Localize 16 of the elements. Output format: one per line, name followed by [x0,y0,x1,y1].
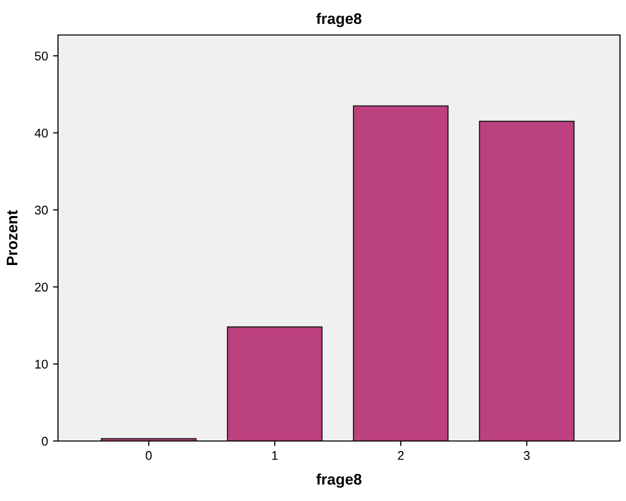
x-tick-label: 0 [146,451,152,460]
bar [226,326,323,441]
x-tick-label: 2 [398,451,404,460]
x-axis-title: frage8 [316,473,362,488]
y-tick-label: 20 [35,282,48,292]
y-tick-label: 10 [35,360,48,369]
y-tick-label: 40 [34,128,48,138]
x-tick-label: 3 [524,451,530,460]
bar [478,120,575,441]
x-tick-label: 1 [272,451,278,460]
bar [352,105,449,441]
y-axis-title: Prozent [6,210,18,265]
y-tick-label: 0 [42,436,48,446]
chart-title: frage8 [316,12,362,28]
y-tick-label: 50 [34,52,48,60]
y-tick-label: 30 [34,206,48,215]
